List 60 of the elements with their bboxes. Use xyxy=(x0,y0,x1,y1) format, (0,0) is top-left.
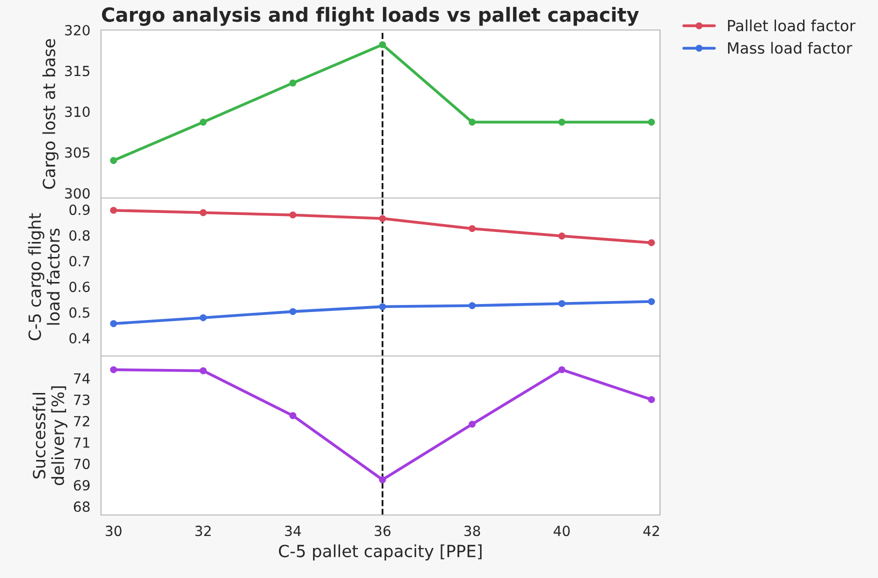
point xyxy=(379,215,386,222)
point xyxy=(558,118,566,126)
y-axis-title: Cargo lost at base xyxy=(42,39,59,189)
point xyxy=(289,80,296,86)
y-tick-label: 72 xyxy=(74,416,90,426)
point xyxy=(468,302,476,310)
point xyxy=(648,298,655,306)
y-axis-title: Successful delivery [%] xyxy=(32,386,68,486)
y-tick-label: 320 xyxy=(65,24,90,36)
point xyxy=(558,300,566,308)
point xyxy=(200,209,207,216)
y-tick-label: 300 xyxy=(65,188,90,199)
y-tick-label: 73 xyxy=(74,394,90,406)
y-tick-label: 0.5 xyxy=(69,307,90,318)
x-tick-label: 34 xyxy=(285,526,301,536)
point xyxy=(110,320,118,328)
point xyxy=(110,157,118,164)
y-axis-title: C-5 cargo flight load factors xyxy=(28,213,60,340)
y-tick-label: 310 xyxy=(65,106,90,118)
x-tick-label: 38 xyxy=(464,526,480,536)
x-tick-label: 30 xyxy=(106,526,122,536)
point xyxy=(200,367,207,374)
y-tick-label: 305 xyxy=(65,147,90,158)
y-tick-label: 70 xyxy=(74,458,90,470)
point xyxy=(468,118,476,126)
x-tick-label: 40 xyxy=(554,526,570,536)
legend-label: Mass load factor xyxy=(728,42,852,54)
y-tick-label: 0.9 xyxy=(69,204,90,216)
y-tick-label: 68 xyxy=(74,501,90,512)
point xyxy=(289,211,296,218)
point xyxy=(558,232,566,240)
point xyxy=(468,420,476,428)
legend-label: Pallet load factor xyxy=(728,20,856,32)
point xyxy=(648,239,655,246)
point xyxy=(379,41,386,48)
y-tick-label: 0.6 xyxy=(69,282,90,292)
point xyxy=(648,118,655,126)
y-tick-label: 315 xyxy=(65,66,90,76)
y-tick-label: 0.7 xyxy=(69,256,90,266)
y-tick-label: 71 xyxy=(74,437,90,448)
y-tick-label: 0.8 xyxy=(69,230,90,241)
point xyxy=(289,412,296,420)
x-axis-title: C-5 pallet capacity [PPE] xyxy=(278,544,482,561)
point xyxy=(558,366,566,374)
point xyxy=(379,303,386,310)
x-tick-label: 32 xyxy=(195,526,211,536)
y-tick-label: 74 xyxy=(74,373,90,384)
x-tick-label: 36 xyxy=(374,526,390,536)
x-tick-label: 42 xyxy=(643,526,659,536)
point xyxy=(200,118,207,126)
point xyxy=(110,206,118,214)
point xyxy=(110,366,118,374)
point xyxy=(289,308,296,316)
y-tick-label: 0.4 xyxy=(69,332,90,344)
point xyxy=(379,476,386,484)
point xyxy=(648,396,655,404)
y-tick-label: 69 xyxy=(74,480,90,491)
point xyxy=(468,225,476,232)
point xyxy=(200,314,207,322)
chart-title: Cargo analysis and flight loads vs pallet capacity xyxy=(102,6,639,26)
